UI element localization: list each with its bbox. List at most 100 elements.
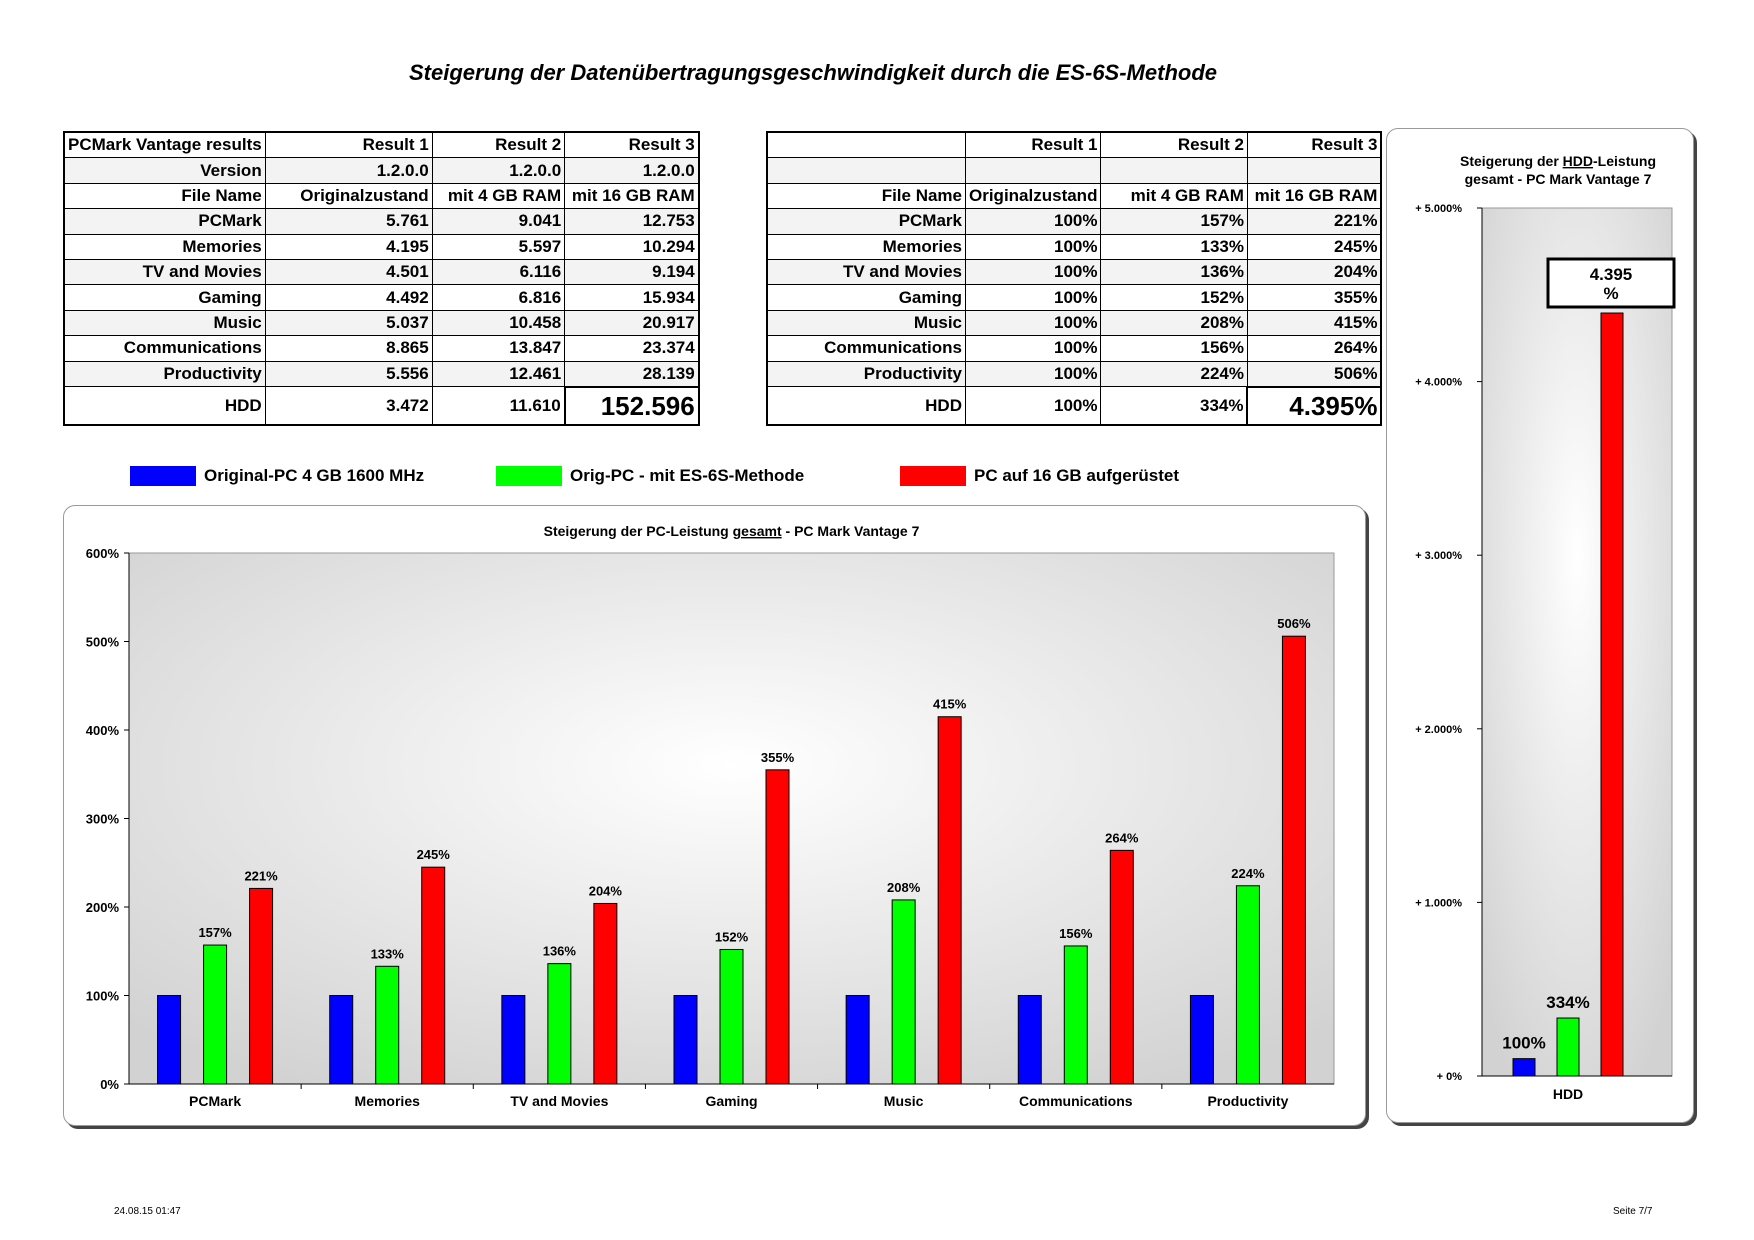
chart-title-line2: gesamt - PC Mark Vantage 7 (1465, 171, 1652, 187)
bar (329, 995, 354, 1085)
table-cell: 4.492 (264, 284, 433, 311)
table-cell: Version (63, 157, 266, 184)
table-cell: 133% (1100, 233, 1248, 260)
bar (249, 887, 274, 1085)
pc-performance-chart: Steigerung der PC-Leistung gesamt - PC M… (86, 523, 1335, 1109)
data-label: 156% (1059, 926, 1093, 941)
x-tick-label: PCMark (189, 1093, 241, 1109)
y-tick-label: 600% (86, 546, 120, 561)
data-label: 204% (589, 883, 623, 898)
table-cell: 208% (1100, 309, 1248, 337)
legend-item-es6s: Orig-PC - mit ES-6S-Methode (496, 466, 804, 486)
table-row: Memories 100% 133% 245% (766, 233, 1382, 260)
table-cell: 3.472 (264, 386, 433, 426)
table-cell: File Name (766, 182, 966, 210)
y-tick-label: + 1.000% (1415, 897, 1462, 909)
plot-area (1481, 207, 1673, 1077)
table-cell: PCMark (766, 208, 966, 235)
table-cell: Communications (766, 335, 966, 362)
table-cell (1246, 157, 1382, 184)
table-cell: 20.917 (564, 309, 700, 337)
table-row: HDD 3.472 11.610 152.596 (63, 385, 700, 426)
table-cell: 156% (1100, 335, 1248, 362)
value-callout-number: 4.395 (1590, 265, 1633, 284)
table-header-cell: Result 3 (1246, 131, 1382, 159)
y-tick-label: + 4.000% (1415, 377, 1462, 389)
x-tick-label: Gaming (705, 1093, 757, 1109)
table-row: TV and Movies 100% 136% 204% (766, 258, 1382, 286)
y-tick-label: + 3.000% (1415, 550, 1462, 562)
x-tick-label: Memories (355, 1093, 421, 1109)
table-cell: 100% (964, 258, 1102, 286)
table-cell: 1.2.0.0 (431, 157, 566, 184)
table-header-cell: Result 1 (264, 131, 433, 159)
data-label: 100% (1502, 1034, 1545, 1053)
table-cell: 4.195 (264, 233, 433, 260)
table-cell: Memories (766, 233, 966, 260)
legend-item-original: Original-PC 4 GB 1600 MHz (130, 466, 424, 486)
table-cell (766, 157, 966, 184)
bar (937, 716, 962, 1085)
table-cell: 4.501 (264, 258, 433, 286)
table-cell: 9.194 (564, 258, 700, 286)
bar (157, 995, 182, 1085)
table-cell: 100% (964, 386, 1102, 426)
table-cell: 245% (1246, 233, 1382, 260)
results-table-percent: Result 1 Result 2 Result 3 File Name Origina… (766, 131, 1383, 426)
bar (1235, 885, 1260, 1085)
table-row: Music 5.037 10.458 20.917 (63, 309, 700, 337)
table-cell: HDD (766, 386, 966, 426)
y-tick-label: 300% (86, 812, 120, 827)
table-cell: 1.2.0.0 (264, 157, 433, 184)
y-tick-label: + 0% (1437, 1071, 1463, 1083)
table-cell: 9.041 (431, 208, 566, 235)
table-cell: 11.610 (431, 386, 566, 426)
data-label: 245% (417, 847, 451, 862)
table-cell: Originalzustand (264, 182, 433, 210)
data-label: 224% (1231, 866, 1265, 881)
x-tick-label: Communications (1019, 1093, 1133, 1109)
table-cell: 13.847 (431, 335, 566, 362)
hdd-performance-chart: Steigerung der HDD-Leistung gesamt - PC M… (1415, 153, 1676, 1102)
table-cell: 100% (964, 335, 1102, 362)
table-header-cell: Result 2 (431, 131, 566, 159)
table-row: Gaming 100% 152% 355% (766, 284, 1382, 311)
y-tick-label: 100% (86, 989, 120, 1004)
x-tick-label: TV and Movies (510, 1093, 608, 1109)
bar (421, 866, 446, 1085)
table-row: HDD 100% 334% 4.395% (766, 385, 1383, 426)
bar (1600, 312, 1624, 1077)
table-cell: 221% (1246, 208, 1382, 235)
data-label: 152% (715, 929, 749, 944)
legend-label: Original-PC 4 GB 1600 MHz (204, 466, 425, 485)
table-cell: 4.395% (1246, 385, 1383, 426)
table-cell (1100, 157, 1248, 184)
hdd-chart-panel: Steigerung der HDD-Leistung gesamt - PC M… (1386, 128, 1694, 1123)
table-cell: 12.753 (564, 208, 700, 235)
table-header-cell (766, 131, 966, 159)
bar (547, 963, 572, 1085)
table-cell: 28.139 (564, 360, 700, 388)
table-cell: 10.458 (431, 309, 566, 337)
y-tick-label: 0% (100, 1077, 119, 1092)
data-label: 264% (1105, 830, 1139, 845)
table-cell: TV and Movies (766, 258, 966, 286)
table-row: Communications 8.865 13.847 23.374 (63, 335, 700, 362)
chart-title: Steigerung der PC-Leistung gesamt - PC M… (544, 523, 920, 539)
bar (593, 902, 618, 1085)
table-cell: 5.037 (264, 309, 433, 337)
table-cell: Productivity (63, 360, 266, 388)
table-cell: 100% (964, 284, 1102, 311)
table-cell: 6.816 (431, 284, 566, 311)
table-cell: 264% (1246, 335, 1382, 362)
bar (719, 948, 744, 1085)
table-cell: mit 16 GB RAM (564, 182, 700, 210)
table-row: Memories 4.195 5.597 10.294 (63, 233, 700, 260)
table-cell: File Name (63, 182, 266, 210)
table-cell: 6.116 (431, 258, 566, 286)
table-cell: 157% (1100, 208, 1248, 235)
table-cell: 8.865 (264, 335, 433, 362)
bar (1189, 995, 1214, 1085)
table-cell: 334% (1100, 386, 1248, 426)
legend-label: PC auf 16 GB aufgerüstet (974, 466, 1179, 485)
